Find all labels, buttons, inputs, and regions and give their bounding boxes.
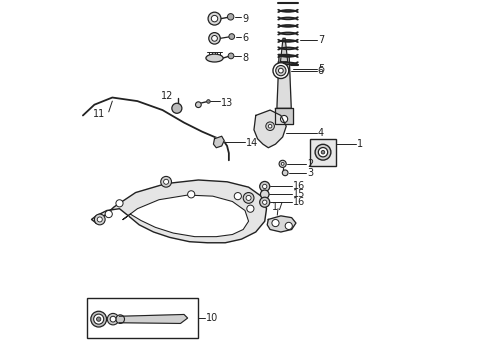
Circle shape — [282, 170, 288, 176]
Circle shape — [260, 197, 270, 207]
Circle shape — [211, 15, 218, 22]
Circle shape — [91, 311, 107, 327]
Circle shape — [196, 102, 201, 108]
Text: 7: 7 — [318, 35, 324, 45]
Circle shape — [263, 200, 267, 204]
Text: 4: 4 — [318, 129, 324, 138]
Text: 10: 10 — [205, 313, 218, 323]
Text: 12: 12 — [161, 91, 173, 102]
Circle shape — [95, 214, 105, 225]
Text: 11: 11 — [93, 109, 105, 119]
Circle shape — [263, 184, 267, 189]
Circle shape — [212, 36, 218, 41]
Circle shape — [315, 144, 331, 160]
Circle shape — [276, 66, 286, 76]
Text: 9: 9 — [243, 14, 248, 24]
Text: 6: 6 — [243, 33, 248, 43]
Polygon shape — [277, 54, 291, 108]
Polygon shape — [275, 108, 293, 125]
Text: 5: 5 — [318, 64, 324, 74]
Polygon shape — [254, 110, 286, 148]
Text: 16: 16 — [293, 197, 305, 207]
Circle shape — [321, 150, 325, 154]
Circle shape — [188, 191, 195, 198]
Circle shape — [97, 217, 102, 222]
Circle shape — [164, 179, 169, 184]
Circle shape — [229, 34, 235, 40]
Text: 8: 8 — [243, 53, 248, 63]
Circle shape — [110, 316, 116, 322]
Bar — [87, 298, 198, 338]
Bar — [310, 139, 337, 166]
Polygon shape — [92, 180, 267, 243]
Text: 2: 2 — [307, 159, 313, 169]
Circle shape — [247, 205, 254, 212]
Circle shape — [107, 314, 119, 325]
Circle shape — [285, 222, 293, 229]
Circle shape — [172, 103, 182, 113]
Circle shape — [272, 220, 279, 226]
Text: 16: 16 — [293, 181, 305, 192]
Circle shape — [266, 122, 274, 131]
Text: 15: 15 — [293, 189, 305, 199]
Text: 13: 13 — [221, 98, 233, 108]
Circle shape — [161, 176, 171, 187]
Circle shape — [273, 63, 289, 78]
Circle shape — [281, 162, 284, 165]
Polygon shape — [120, 315, 188, 323]
Circle shape — [260, 190, 269, 199]
Circle shape — [208, 12, 221, 25]
Text: 17: 17 — [272, 202, 284, 212]
Polygon shape — [267, 216, 296, 232]
Ellipse shape — [206, 54, 223, 62]
Circle shape — [278, 68, 283, 73]
Text: 6: 6 — [318, 66, 324, 76]
Polygon shape — [123, 195, 248, 237]
Polygon shape — [214, 136, 224, 148]
Circle shape — [246, 195, 251, 201]
Circle shape — [116, 200, 123, 207]
Circle shape — [228, 53, 234, 59]
Circle shape — [234, 193, 242, 200]
Text: 3: 3 — [307, 168, 313, 178]
Circle shape — [209, 33, 221, 44]
Circle shape — [227, 14, 234, 20]
Circle shape — [269, 125, 272, 128]
Circle shape — [243, 193, 254, 203]
Circle shape — [94, 314, 104, 324]
Circle shape — [97, 317, 101, 321]
Circle shape — [279, 160, 286, 167]
Circle shape — [318, 148, 328, 157]
Polygon shape — [280, 39, 288, 62]
Text: 1: 1 — [357, 139, 364, 149]
Circle shape — [116, 315, 124, 323]
Circle shape — [260, 181, 270, 192]
Circle shape — [207, 100, 210, 103]
Circle shape — [280, 116, 288, 123]
Text: 14: 14 — [246, 139, 258, 148]
Circle shape — [105, 211, 112, 218]
